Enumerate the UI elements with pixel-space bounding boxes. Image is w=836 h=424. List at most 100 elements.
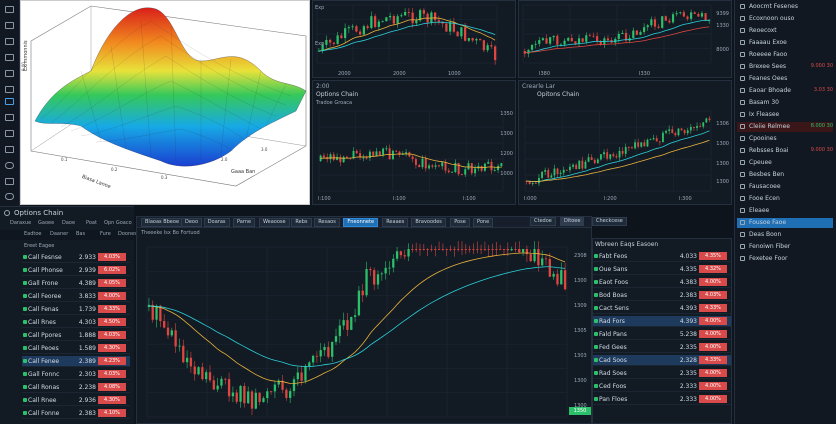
right-chain-row[interactable]: Bod Boas 2.383 4.03% [593, 290, 731, 301]
right-chain-row[interactable]: Eaot Foos 4.383 4.00% [593, 277, 731, 288]
menu-icon[interactable] [5, 6, 14, 13]
toolbar2-item[interactable]: Doones [118, 231, 137, 237]
toolbar-item[interactable]: Daoe [62, 220, 76, 226]
right-panel-item[interactable]: Fausacoee [737, 182, 833, 192]
right-chain-row[interactable]: Cad Soos 2.328 4.33% [593, 355, 731, 366]
toolbar2-item[interactable]: Daaner [50, 231, 69, 237]
main-toolbar-button[interactable]: Ditoee [560, 217, 585, 226]
right-chain-row[interactable]: Rad Soes 2.335 4.00% [593, 368, 731, 379]
right-panel-item[interactable]: Faaaau Exoe [737, 38, 833, 48]
right-panel-item[interactable]: Fenoiwn Fiber [737, 242, 833, 252]
options-chain-name: Call Peoes [28, 345, 59, 352]
right-chain-row[interactable]: Oue Sans 4.335 4.32% [593, 264, 731, 275]
options-chain-row[interactable]: Call Fenas 1.739 4.33% [22, 304, 130, 315]
options-chain-row[interactable]: Call Fonne 2.383 4.10% [22, 408, 130, 419]
folder-icon[interactable] [5, 38, 14, 45]
main-chart-tab[interactable]: Bravoodes [411, 218, 446, 227]
right-panel-item[interactable]: Cleiie Relmee [737, 122, 833, 132]
right-panel-item[interactable]: Deas Boon [737, 230, 833, 240]
toolbar2-item[interactable]: Fure [100, 231, 111, 237]
options-chain-row[interactable]: Call Rnes 4.303 4.50% [22, 317, 130, 328]
right-panel-item[interactable]: Cpooines [737, 134, 833, 144]
candle-body [686, 16, 689, 19]
right-panel-item[interactable]: Feanes Oees [737, 74, 833, 84]
right-panel-item[interactable]: Eleaee [737, 206, 833, 216]
options-chain-row[interactable]: Call Peoes 1.589 4.30% [22, 343, 130, 354]
right-panel-item[interactable]: Eaoar Bhoade [737, 86, 833, 96]
main-chart-tab[interactable]: Pone [473, 218, 494, 227]
file-icon[interactable] [5, 146, 14, 153]
main-chart-tab[interactable]: Doaras [203, 218, 230, 227]
right-chain-name: Pan Floes [599, 396, 628, 403]
user-icon[interactable] [5, 162, 14, 169]
main-toolbar-button[interactable]: Checkcese [592, 217, 627, 226]
right-panel-item[interactable]: Ecoxnoon ouso [737, 14, 833, 24]
right-panel-item[interactable]: Brexee Sees [737, 62, 833, 72]
settings-icon[interactable] [5, 193, 14, 200]
right-chain-row[interactable]: Fed Gees 2.335 4.00% [593, 342, 731, 353]
candle-body [362, 26, 365, 35]
options-chain-row[interactable]: Call Fesnse 2.933 4.03% [22, 252, 130, 263]
right-panel-item[interactable]: Basam 30 [737, 98, 833, 108]
right-panel-item[interactable]: Roeeee Faoo [737, 50, 833, 60]
right-chain-row[interactable]: Rad Fors 4.393 4.00% [593, 316, 731, 327]
main-chart-tab[interactable]: Fneonnete [343, 218, 379, 227]
list-icon[interactable] [5, 86, 14, 93]
options-chain-row[interactable]: Call Rnee 2.936 4.30% [22, 395, 130, 406]
candle-body [378, 151, 381, 156]
chart-icon[interactable] [5, 54, 14, 61]
search-icon[interactable] [4, 210, 10, 216]
toolbar-item[interactable]: Opn Goaco [104, 220, 132, 226]
document-icon[interactable] [5, 114, 14, 121]
candle-body [321, 44, 324, 51]
options-chain-row[interactable]: Call Feoree 3.833 4.00% [22, 291, 130, 302]
grid-icon[interactable] [5, 22, 14, 29]
options-chain-row[interactable]: Call Fenee 2.389 4.23% [22, 356, 130, 367]
options-chain-row[interactable]: Call Ppores 1.888 4.03% [22, 330, 130, 341]
right-chain-change-badge: 4.00% [699, 343, 727, 351]
toolbar-item[interactable]: Daraxue [10, 220, 32, 226]
right-chain-row[interactable]: Fald Pans 5.238 4.00% [593, 329, 731, 340]
right-panel-item[interactable]: Reoecoxt [737, 26, 833, 36]
right-chain-row[interactable]: Ced Foos 2.333 4.00% [593, 381, 731, 392]
right-panel-item[interactable]: Fexetee Foor [737, 254, 833, 264]
main-chart-tab[interactable]: Parne [233, 218, 256, 227]
right-chain-panel: Wbreen Eaqs Easoen Fabt Feos 4.033 4.35% Ou… [592, 238, 732, 424]
right-panel-item[interactable]: Aoocmt Fesenes [737, 2, 833, 12]
surface-plot: 0.00 0.1 0.2 0.3 2.0 3.0 [21, 5, 307, 187]
right-panel-item[interactable]: Fousoe Faoe [737, 218, 833, 228]
candle-body [334, 336, 338, 342]
options-chain-row[interactable]: Gall Fonnc 2.303 4.03% [22, 369, 130, 380]
right-chain-row[interactable]: Pan Floes 2.333 4.00% [593, 394, 731, 405]
main-chart-tab[interactable]: Deoo [181, 218, 203, 227]
main-chart-tab[interactable]: Weaoose [259, 218, 290, 227]
options-chain-row[interactable]: Gall Frone 4.389 4.05% [22, 278, 130, 289]
right-panel-item[interactable]: Fooe Ecen [737, 194, 833, 204]
toolbar2-item[interactable]: Eadtoe [24, 231, 42, 237]
toolbar2-item[interactable]: Bas [76, 231, 86, 237]
right-chain-row[interactable]: Cact Sens 4.393 4.33% [593, 303, 731, 314]
main-chart-tab[interactable]: Rebs [291, 218, 312, 227]
main-chart-tab[interactable]: Reaaes [382, 218, 409, 227]
dashboard-icon[interactable] [5, 98, 14, 105]
right-chain-row[interactable]: Fabt Feos 4.033 4.35% [593, 251, 731, 262]
right-panel-item[interactable]: Rebsses Boai [737, 146, 833, 156]
mid-chart-2-time-label: I:000 [524, 196, 537, 202]
main-chart-tab[interactable]: Pose [450, 218, 470, 227]
top-chart-2-price-label: 9399 [716, 11, 729, 17]
toolbar-item[interactable]: Poat [86, 220, 97, 226]
right-panel-item[interactable]: Ix Fleasee [737, 110, 833, 120]
right-panel-item[interactable]: Besbes Ben [737, 170, 833, 180]
right-chain-change-badge: 4.33% [699, 356, 727, 364]
calendar-icon[interactable] [5, 130, 14, 137]
main-toolbar-button[interactable]: Ctedoe [530, 217, 556, 226]
bell-icon[interactable] [5, 178, 14, 185]
main-chart-tab[interactable]: Resaos [314, 218, 340, 227]
layers-icon[interactable] [5, 70, 14, 77]
candle-body [431, 165, 434, 167]
options-chain-row[interactable]: Call Phonse 2.939 6.02% [22, 265, 130, 276]
options-chain-row[interactable]: Call Ronas 2.238 4.08% [22, 382, 130, 393]
top-chart-2-candles [522, 4, 712, 64]
toolbar-item[interactable]: Gaoee [38, 220, 55, 226]
right-panel-item[interactable]: Cpeuee [737, 158, 833, 168]
